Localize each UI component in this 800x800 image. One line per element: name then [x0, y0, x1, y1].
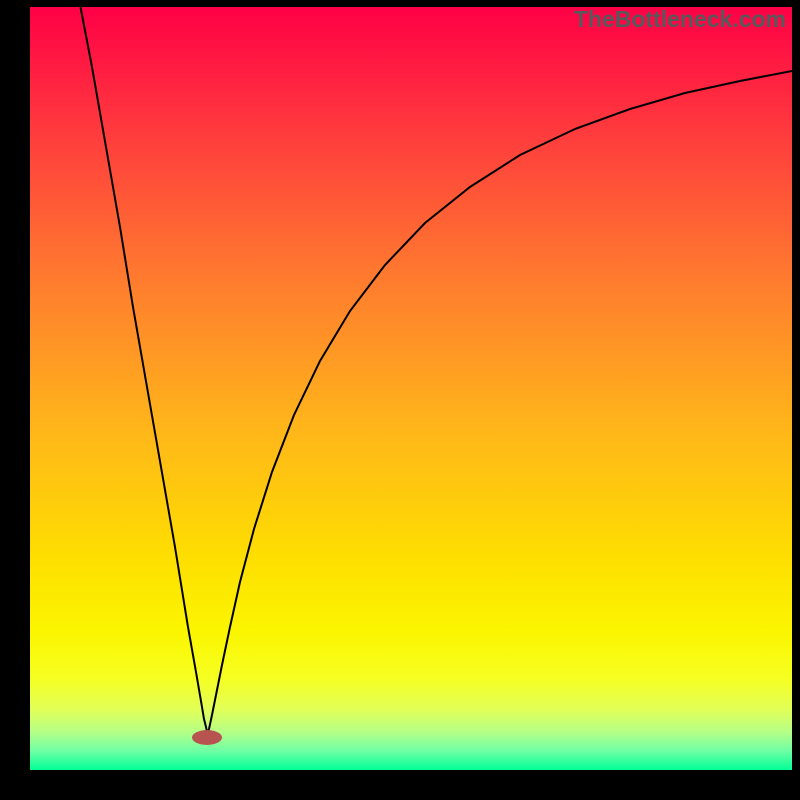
chart-container: TheBottleneck.com	[0, 0, 800, 800]
watermark-text: TheBottleneck.com	[574, 6, 786, 33]
chart-curve-svg	[30, 7, 792, 770]
bottleneck-curve	[81, 7, 793, 734]
plot-area	[30, 7, 792, 770]
